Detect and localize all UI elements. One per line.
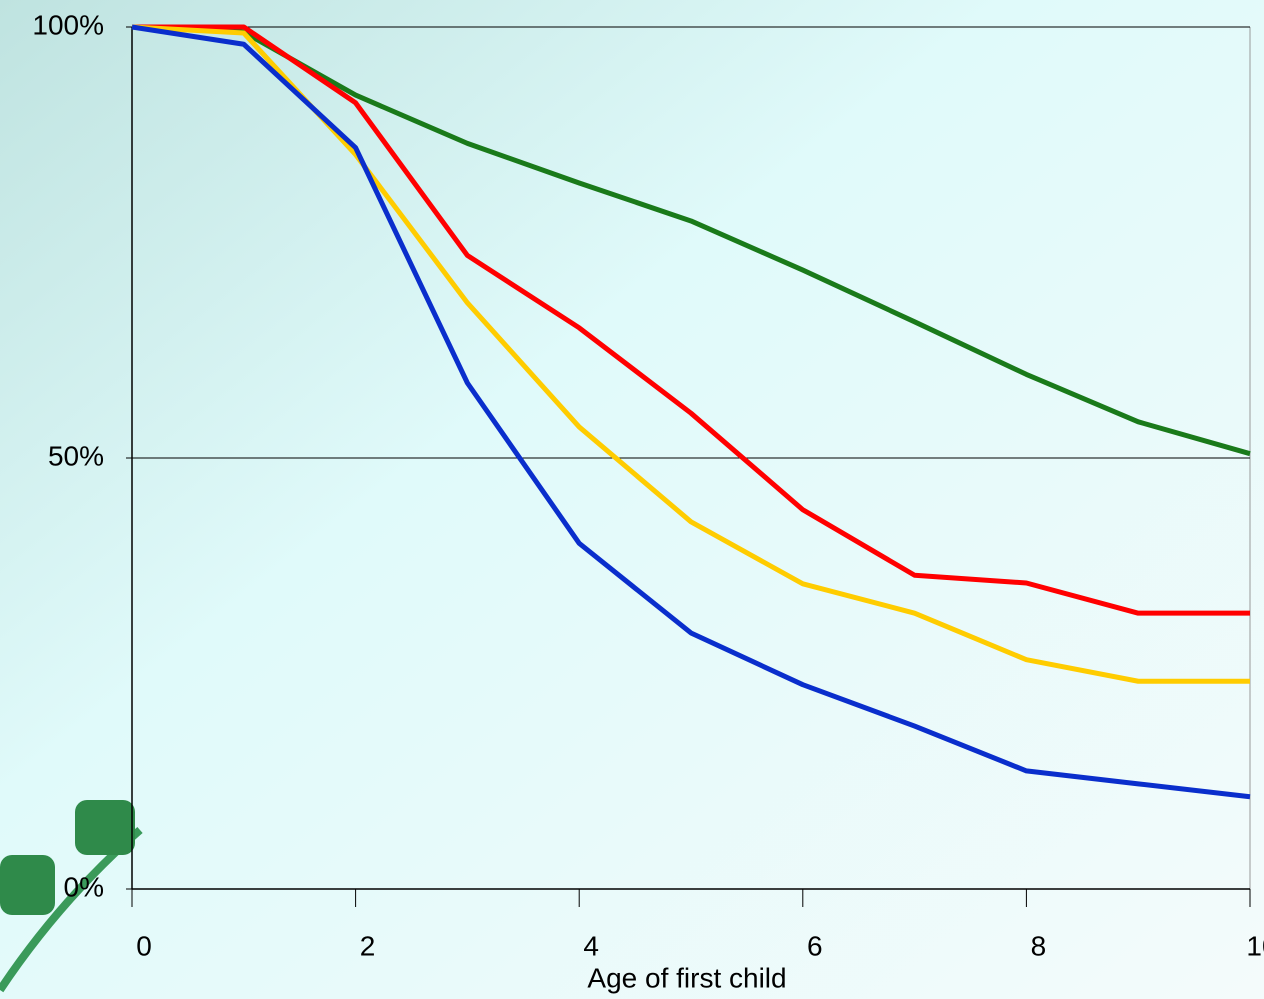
series-line (131, 24, 1251, 457)
y-tick-label: 0% (64, 871, 104, 902)
x-tick-label: 2 (360, 930, 376, 961)
y-tick-label: 50% (48, 440, 104, 471)
y-tick-label: 100% (32, 9, 104, 40)
x-tick-label: 4 (583, 930, 599, 961)
series-line (131, 24, 1251, 800)
x-tick-label: 6 (807, 930, 823, 961)
series-line (132, 24, 1250, 616)
x-axis-title: Age of first child (587, 962, 786, 993)
x-tick-label: 8 (1031, 930, 1047, 961)
x-tick-label: 0 (136, 930, 152, 961)
logo (0, 800, 143, 993)
x-tick-label: 10 (1246, 930, 1264, 961)
